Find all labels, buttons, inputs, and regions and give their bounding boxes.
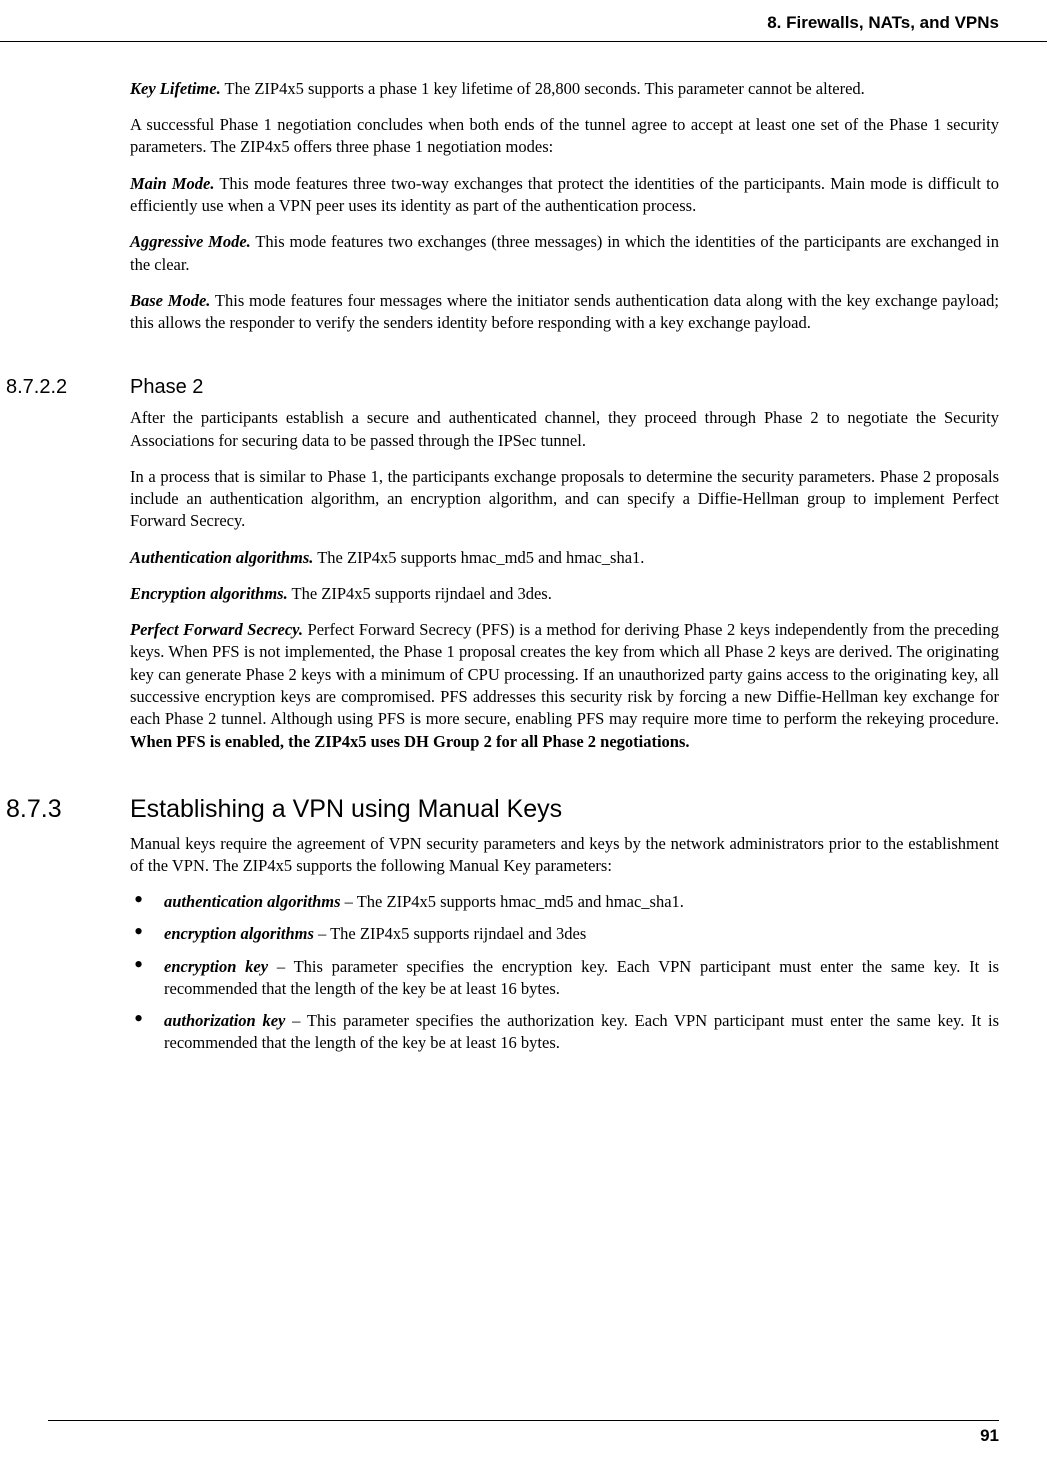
paragraph: Base Mode. This mode features four messa… <box>130 290 999 335</box>
term-pfs: Perfect Forward Secrecy. <box>130 620 303 639</box>
paragraph: Perfect Forward Secrecy. Perfect Forward… <box>130 619 999 753</box>
text: This mode features three two-way exchang… <box>130 174 999 215</box>
text: The ZIP4x5 supports rijndael and 3des. <box>288 584 552 603</box>
text: The ZIP4x5 supports hmac_md5 and hmac_sh… <box>313 548 644 567</box>
text: This mode features two exchanges (three … <box>130 232 999 273</box>
body-column: After the participants establish a secur… <box>130 407 999 752</box>
paragraph: Encryption algorithms. The ZIP4x5 suppor… <box>130 583 999 605</box>
page-header: 8. Firewalls, NATs, and VPNs <box>0 0 1047 42</box>
list-item: authentication algorithms – The ZIP4x5 s… <box>130 891 999 913</box>
paragraph: Authentication algorithms. The ZIP4x5 su… <box>130 547 999 569</box>
term-aggressive-mode: Aggressive Mode. <box>130 232 251 251</box>
section-number: 8.7.3 <box>0 793 130 827</box>
list-item: authorization key – This parameter speci… <box>130 1010 999 1055</box>
term-base-mode: Base Mode. <box>130 291 210 310</box>
body-column: Key Lifetime. The ZIP4x5 supports a phas… <box>130 78 999 334</box>
section-heading-phase2: 8.7.2.2 Phase 2 <box>0 374 1047 401</box>
paragraph: Main Mode. This mode features three two-… <box>130 173 999 218</box>
paragraph: A successful Phase 1 negotiation conclud… <box>130 114 999 159</box>
section-number: 8.7.2.2 <box>0 374 130 401</box>
page-number: 91 <box>980 1426 999 1445</box>
term-key-lifetime: Key Lifetime. <box>130 79 221 98</box>
page-footer: 91 <box>48 1420 999 1448</box>
term-encryption-key: encryption key <box>164 957 268 976</box>
term-encryption-algorithms: Encryption algorithms. <box>130 584 288 603</box>
text: – The ZIP4x5 supports hmac_md5 and hmac_… <box>341 892 684 911</box>
list-item: encryption key – This parameter specifie… <box>130 956 999 1001</box>
section-title: Establishing a VPN using Manual Keys <box>130 793 562 827</box>
paragraph: In a process that is similar to Phase 1,… <box>130 466 999 533</box>
paragraph: After the participants establish a secur… <box>130 407 999 452</box>
chapter-title: 8. Firewalls, NATs, and VPNs <box>767 13 999 32</box>
list-item: encryption algorithms – The ZIP4x5 suppo… <box>130 923 999 945</box>
term-auth-algorithms: authentication algorithms <box>164 892 341 911</box>
text-bold: When PFS is enabled, the ZIP4x5 uses DH … <box>130 732 690 751</box>
term-auth-algorithms: Authentication algorithms. <box>130 548 313 567</box>
text: – This parameter specifies the authoriza… <box>164 1011 999 1052</box>
text: – This parameter specifies the encryptio… <box>164 957 999 998</box>
term-encryption-algorithms: encryption algorithms <box>164 924 314 943</box>
paragraph: Aggressive Mode. This mode features two … <box>130 231 999 276</box>
term-main-mode: Main Mode. <box>130 174 214 193</box>
section-heading-manual-keys: 8.7.3 Establishing a VPN using Manual Ke… <box>0 793 1047 827</box>
page: 8. Firewalls, NATs, and VPNs Key Lifetim… <box>0 0 1047 1470</box>
section-title: Phase 2 <box>130 374 203 401</box>
text: This mode features four messages where t… <box>130 291 999 332</box>
body-column: Manual keys require the agreement of VPN… <box>130 833 999 1055</box>
text: The ZIP4x5 supports a phase 1 key lifeti… <box>221 79 865 98</box>
bullet-list: authentication algorithms – The ZIP4x5 s… <box>130 891 999 1055</box>
text: – The ZIP4x5 supports rijndael and 3des <box>314 924 586 943</box>
term-authorization-key: authorization key <box>164 1011 285 1030</box>
paragraph: Manual keys require the agreement of VPN… <box>130 833 999 878</box>
paragraph: Key Lifetime. The ZIP4x5 supports a phas… <box>130 78 999 100</box>
